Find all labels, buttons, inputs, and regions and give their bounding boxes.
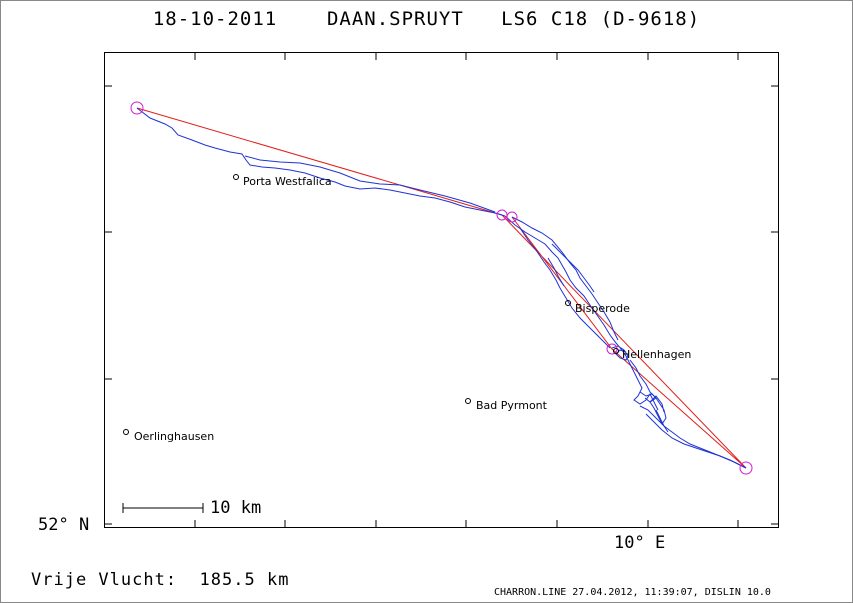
- pilot-name: DAAN.SPRUYT: [326, 8, 464, 30]
- turnpoint-start: [130, 101, 144, 115]
- scale-bar: [122, 503, 204, 513]
- town-marker-porta-westfalica: [233, 174, 239, 180]
- town-marker-bisperode: [565, 300, 571, 306]
- flight-date: 18-10-2011: [152, 8, 278, 30]
- scale-bar-label: 10 km: [210, 498, 262, 518]
- glider-id: LS6 C18 (D-9618): [501, 8, 701, 30]
- flight-track: [136, 107, 747, 469]
- turnpoint-2: [506, 211, 518, 223]
- town-label-bad-pyrmont: Bad Pyrmont: [476, 399, 547, 412]
- town-label-oerlinghausen: Oerlinghausen: [134, 430, 215, 443]
- software-stamp: CHARRON.LINE 27.04.2012, 11:39:07, DISLI…: [494, 587, 771, 598]
- distance-value: 185.5 km: [199, 570, 290, 590]
- longitude-label: 10° E: [614, 533, 666, 553]
- town-label-bisperode: Bisperode: [575, 302, 630, 315]
- town-label-porta-westfalica: Porta Westfalica: [243, 175, 332, 188]
- lon-ticks: [194, 52, 739, 528]
- lat-ticks: [104, 85, 779, 525]
- town-marker-hellenhagen: [613, 348, 619, 354]
- turnpoint-finish: [739, 461, 753, 475]
- task-route: [136, 107, 747, 469]
- town-markers: [123, 174, 619, 435]
- town-marker-bad-pyrmont: [465, 398, 471, 404]
- distance-label: Vrije Vlucht:: [31, 570, 178, 590]
- town-marker-oerlinghausen: [123, 429, 129, 435]
- distance-summary: Vrije Vlucht: 185.5 km: [31, 570, 289, 590]
- map-frame: [104, 52, 779, 528]
- town-label-hellenhagen: Hellenhagen: [622, 348, 692, 361]
- flight-title: 18-10-2011 DAAN.SPRUYT LS6 C18 (D-9618): [0, 8, 853, 30]
- latitude-label: 52° N: [38, 515, 90, 535]
